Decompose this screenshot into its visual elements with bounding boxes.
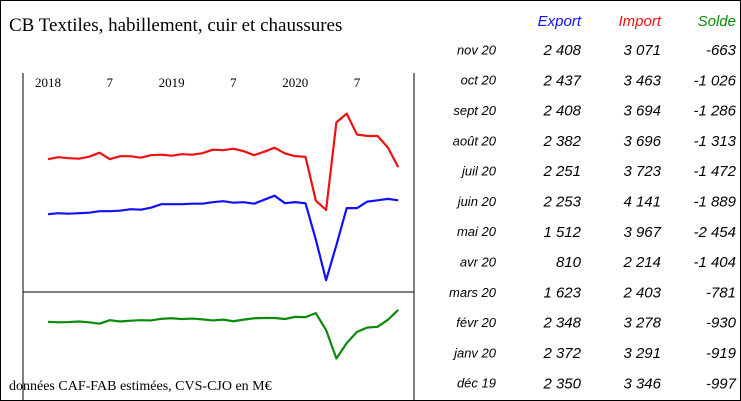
column-header: Solde (698, 13, 736, 30)
table-cell: 2 214 (622, 254, 661, 271)
row-label: déc 19 (457, 376, 496, 391)
table-cell: 2 372 (542, 345, 581, 362)
row-label: juin 20 (456, 194, 497, 209)
table-cell: -1 472 (693, 163, 736, 180)
table-cell: 1 512 (543, 224, 581, 241)
table-cell: 2 408 (542, 103, 581, 120)
table-cell: -663 (706, 42, 737, 59)
table-cell: 3 723 (623, 163, 661, 180)
row-label: janv 20 (452, 345, 497, 360)
column-header: Export (538, 13, 582, 30)
chart-title: CB Textiles, habillement, cuir et chauss… (9, 15, 343, 36)
table-cell: 2 403 (622, 284, 661, 301)
table-cell: -997 (706, 375, 737, 392)
x-tick-label: 7 (354, 75, 361, 90)
table-cell: 3 967 (623, 224, 661, 241)
x-tick-label: 2019 (159, 75, 185, 90)
table-cell: 2 382 (542, 133, 581, 150)
row-label: avr 20 (460, 255, 497, 270)
table-cell: 810 (556, 254, 582, 271)
column-header: Import (618, 13, 661, 30)
table-cell: 2 408 (542, 42, 581, 59)
x-tick-label: 2020 (282, 75, 308, 90)
table-cell: 2 251 (542, 163, 581, 180)
row-label: juil 20 (460, 164, 497, 179)
x-tick-label: 7 (107, 75, 114, 90)
table-cell: 2 348 (542, 315, 581, 332)
table-cell: -1 286 (693, 103, 736, 120)
table-cell: 3 278 (623, 315, 661, 332)
table-cell: 3 346 (623, 375, 661, 392)
series-line (47, 309, 399, 360)
table-cell: 3 291 (623, 345, 661, 362)
table-cell: 3 696 (623, 133, 661, 150)
row-label: févr 20 (456, 315, 497, 330)
table-cell: 3 694 (623, 103, 661, 120)
table-cell: -1 313 (693, 133, 736, 150)
table-cell: -1 404 (693, 254, 736, 271)
table-cell: 3 463 (623, 72, 661, 89)
table-cell: -1 026 (693, 72, 736, 89)
x-tick-label: 2018 (35, 75, 61, 90)
row-label: sept 20 (453, 103, 496, 118)
table-cell: -919 (706, 345, 737, 362)
row-label: mars 20 (449, 285, 497, 300)
table-cell: 3 071 (623, 42, 661, 59)
source-note: données CAF-FAB estimées, CVS-CJO en M€ (9, 379, 272, 394)
table-cell: -1 889 (693, 193, 736, 210)
row-label: mai 20 (457, 224, 497, 239)
table-cell: -930 (706, 315, 737, 332)
table-cell: -2 454 (693, 224, 736, 241)
series-line (47, 194, 399, 282)
row-label: oct 20 (461, 73, 497, 88)
series-line (47, 112, 400, 212)
table-cell: 2 253 (542, 193, 581, 210)
table-cell: -781 (706, 284, 736, 301)
row-label: août 20 (453, 133, 497, 148)
table-cell: 1 623 (543, 284, 581, 301)
row-label: nov 20 (457, 42, 497, 57)
table-cell: 4 141 (623, 193, 661, 210)
x-tick-label: 7 (230, 75, 237, 90)
table-cell: 2 350 (542, 375, 581, 392)
table-cell: 2 437 (542, 72, 581, 89)
